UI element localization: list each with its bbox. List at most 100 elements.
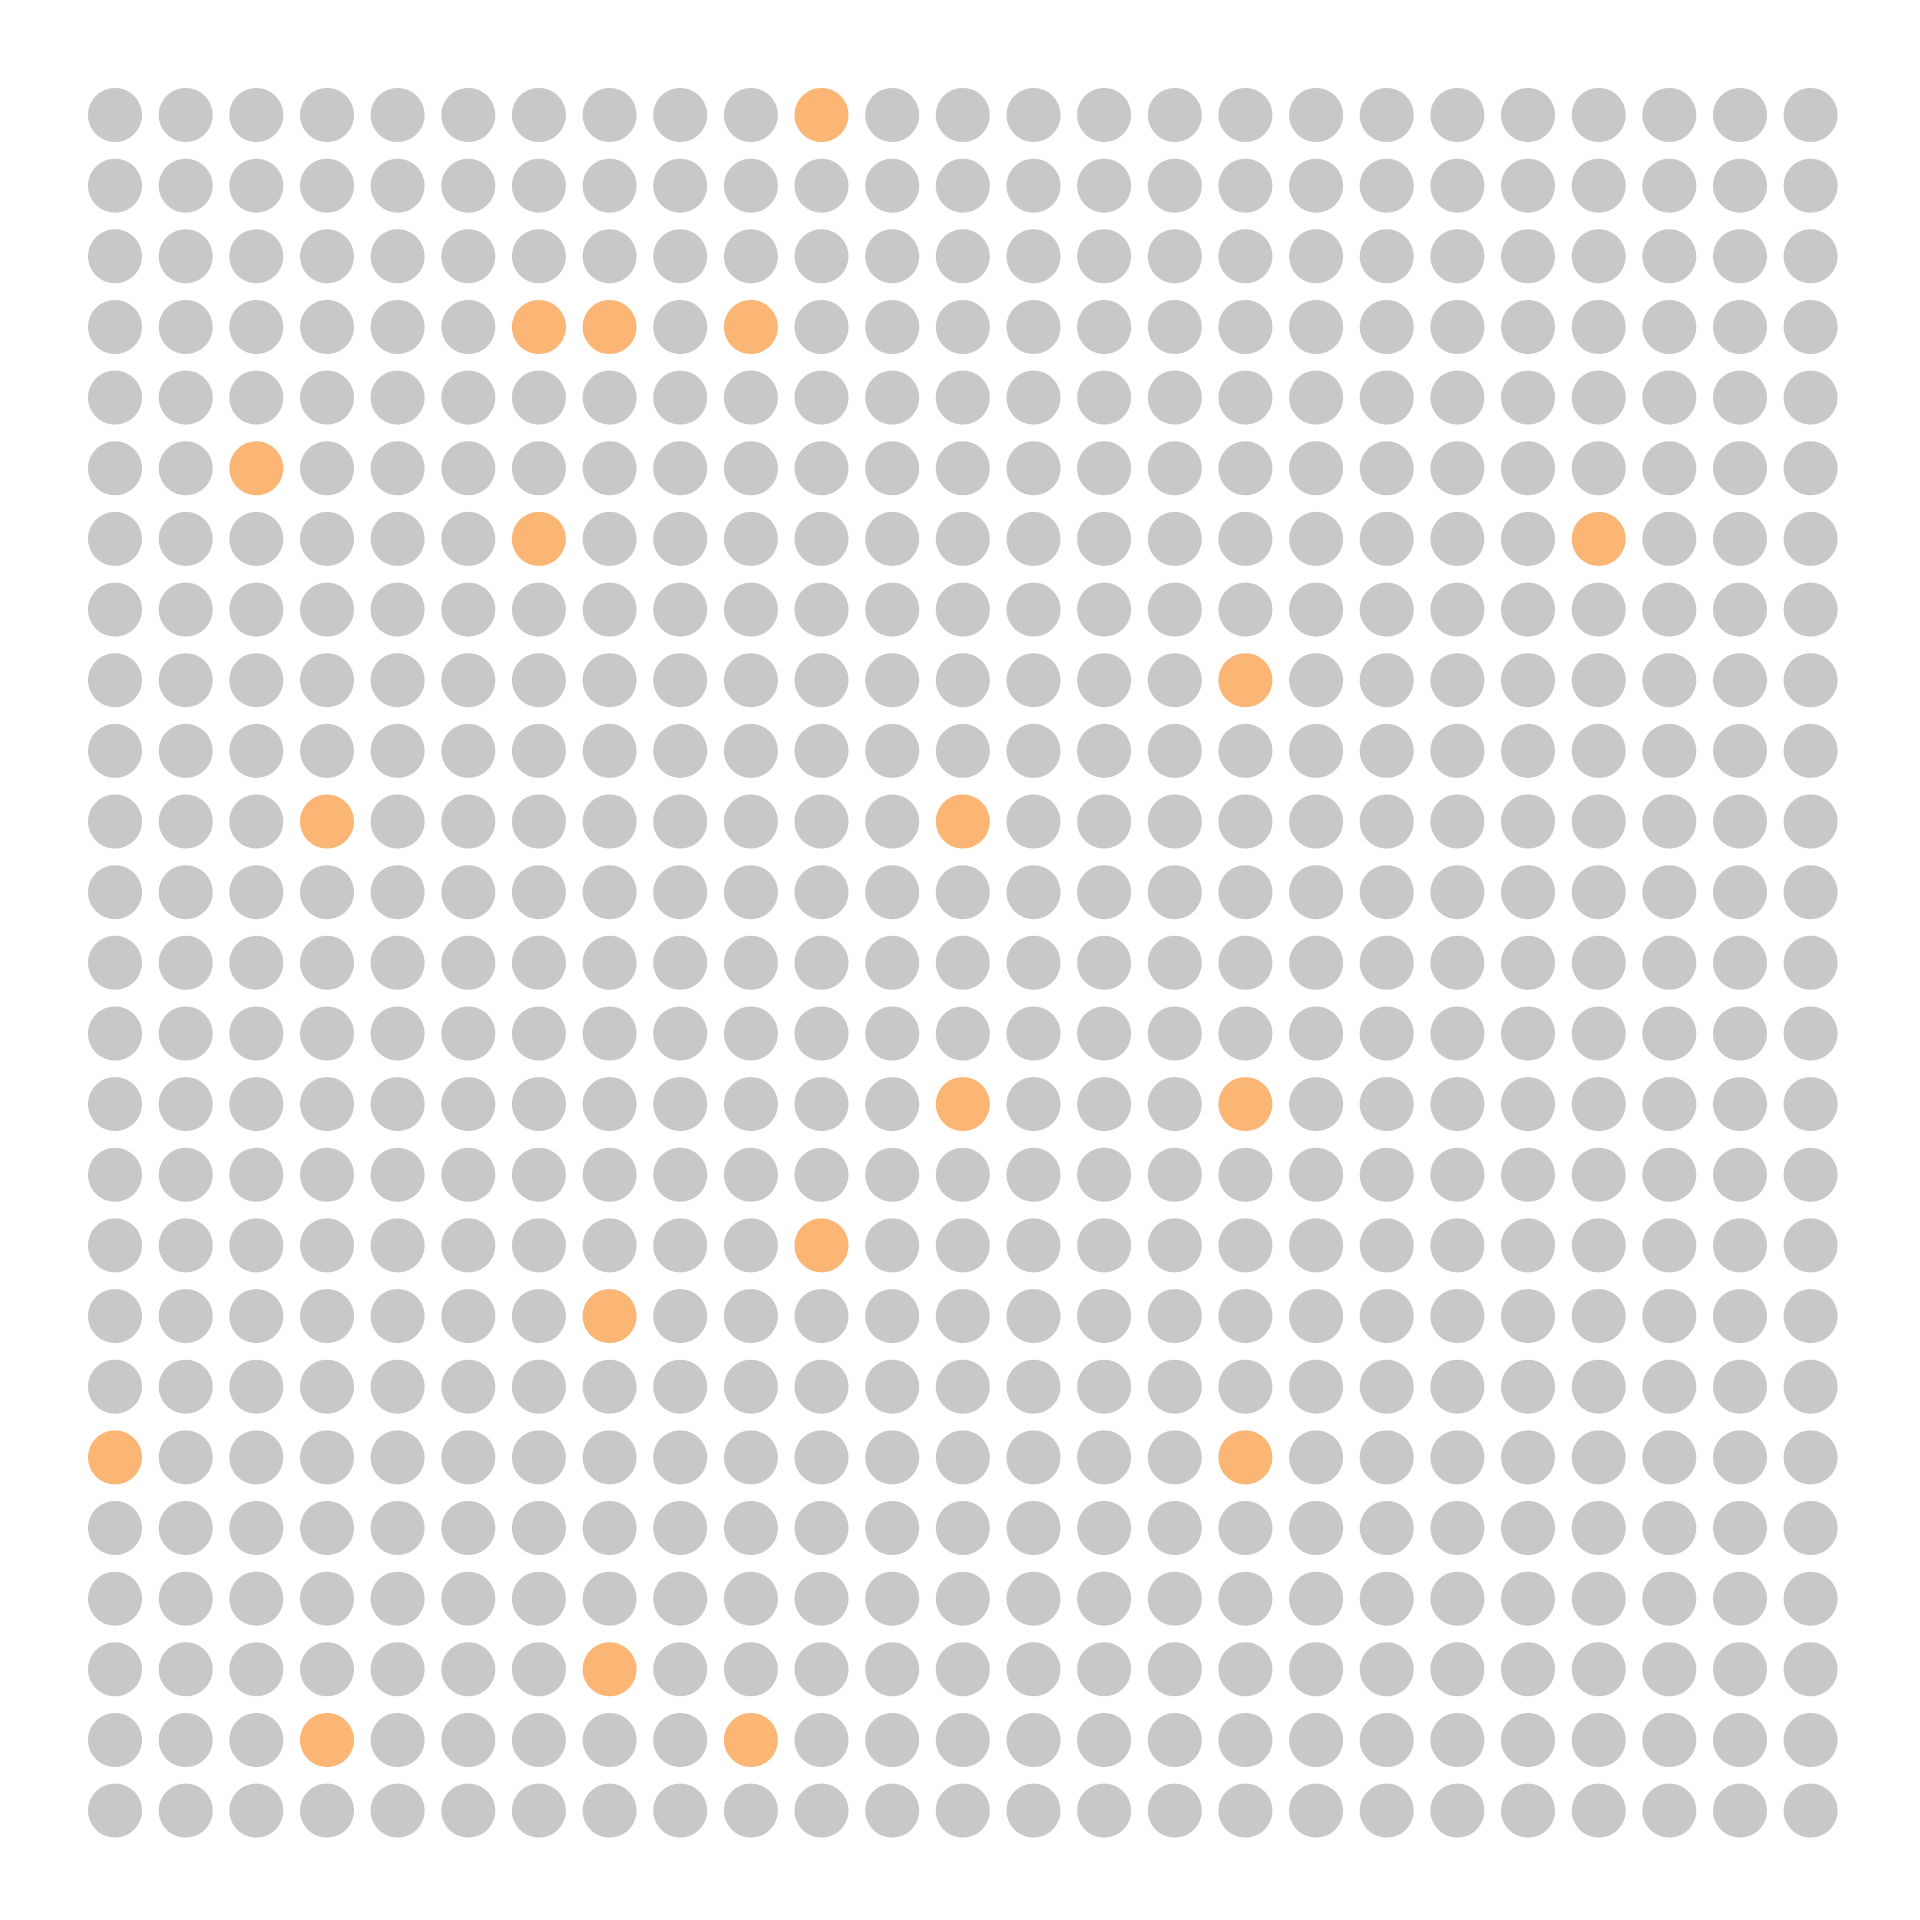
dot xyxy=(723,370,778,425)
dot xyxy=(1430,370,1485,425)
dot xyxy=(1218,1147,1273,1202)
dot xyxy=(1571,1359,1626,1414)
highlighted-dot xyxy=(300,794,354,849)
dot xyxy=(1642,1006,1697,1061)
dot xyxy=(1713,653,1767,708)
dot xyxy=(1147,1783,1202,1838)
dot xyxy=(653,582,708,637)
dot xyxy=(865,582,920,637)
dot xyxy=(794,865,849,920)
dot xyxy=(865,935,920,990)
dot xyxy=(865,229,920,284)
dot xyxy=(1642,441,1697,496)
dot xyxy=(1501,653,1555,708)
dot xyxy=(1713,1501,1767,1555)
dot xyxy=(1359,1218,1414,1273)
dot xyxy=(158,1783,213,1838)
dot xyxy=(1218,723,1273,778)
dot xyxy=(1501,1006,1555,1061)
dot xyxy=(1006,935,1061,990)
dot xyxy=(511,1077,566,1132)
dot xyxy=(1006,1289,1061,1344)
dot xyxy=(653,1713,708,1767)
dot xyxy=(1218,1642,1273,1697)
dot xyxy=(1077,1713,1132,1767)
dot xyxy=(1571,1006,1626,1061)
dot xyxy=(370,370,425,425)
dot xyxy=(511,1147,566,1202)
dot xyxy=(229,1147,284,1202)
dot xyxy=(1289,582,1344,637)
dot xyxy=(1571,370,1626,425)
dot xyxy=(1713,1218,1767,1273)
dot xyxy=(88,1147,142,1202)
dot xyxy=(723,88,778,142)
dot xyxy=(88,511,142,566)
dot xyxy=(1501,88,1555,142)
dot xyxy=(229,1359,284,1414)
dot xyxy=(582,1218,637,1273)
dot xyxy=(865,1077,920,1132)
dot xyxy=(582,1501,637,1555)
dot xyxy=(1783,88,1838,142)
dot xyxy=(1430,1147,1485,1202)
dot xyxy=(1147,511,1202,566)
dot xyxy=(865,1289,920,1344)
dot xyxy=(1783,865,1838,920)
dot xyxy=(1077,441,1132,496)
dot xyxy=(511,158,566,213)
dot xyxy=(865,1147,920,1202)
dot xyxy=(1006,1783,1061,1838)
dot xyxy=(1713,865,1767,920)
dot xyxy=(1783,1571,1838,1626)
dot xyxy=(723,723,778,778)
dot xyxy=(511,794,566,849)
dot xyxy=(370,653,425,708)
dot xyxy=(300,441,354,496)
dot xyxy=(794,653,849,708)
dot xyxy=(1359,1783,1414,1838)
dot xyxy=(229,1783,284,1838)
dot xyxy=(1783,1006,1838,1061)
dot xyxy=(511,653,566,708)
dot xyxy=(723,935,778,990)
dot xyxy=(158,370,213,425)
dot xyxy=(794,370,849,425)
dot xyxy=(865,865,920,920)
dot xyxy=(935,1571,990,1626)
dot xyxy=(229,1289,284,1344)
dot xyxy=(794,1006,849,1061)
dot xyxy=(229,300,284,354)
dot xyxy=(1430,1006,1485,1061)
dot xyxy=(300,653,354,708)
dot xyxy=(229,935,284,990)
dot xyxy=(1218,865,1273,920)
dot xyxy=(653,1571,708,1626)
dot xyxy=(370,1501,425,1555)
dot xyxy=(1571,300,1626,354)
dot xyxy=(1077,1430,1132,1485)
dot xyxy=(1359,1077,1414,1132)
dot xyxy=(158,794,213,849)
dot xyxy=(582,1783,637,1838)
dot xyxy=(370,865,425,920)
dot xyxy=(1642,794,1697,849)
dot xyxy=(723,229,778,284)
dot xyxy=(370,1218,425,1273)
dot xyxy=(723,794,778,849)
dot xyxy=(865,1218,920,1273)
dot xyxy=(1147,1218,1202,1273)
dot xyxy=(1077,1218,1132,1273)
dot xyxy=(370,229,425,284)
dot xyxy=(794,1501,849,1555)
dot xyxy=(935,1147,990,1202)
dot xyxy=(653,441,708,496)
dot xyxy=(1571,935,1626,990)
dot xyxy=(723,865,778,920)
dot xyxy=(441,1218,496,1273)
dot xyxy=(1006,1713,1061,1767)
dot xyxy=(158,1501,213,1555)
dot xyxy=(1077,1571,1132,1626)
dot xyxy=(1147,1713,1202,1767)
highlighted-dot xyxy=(1218,1077,1273,1132)
